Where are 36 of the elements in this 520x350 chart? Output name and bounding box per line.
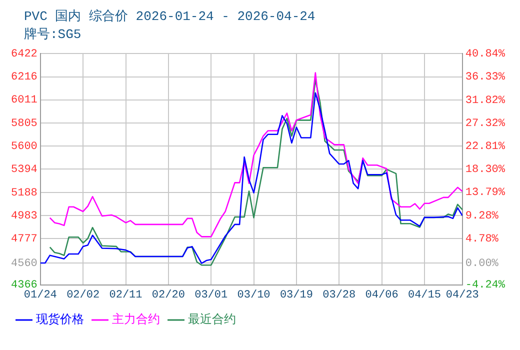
x-tick-label: 03/19 [280,289,313,302]
y2-tick-label: 22.81% [465,140,506,153]
y-tick-label: 4560 [11,258,38,270]
x-tick-label: 04/23 [446,289,479,302]
x-tick-label: 02/20 [152,289,185,302]
x-tick-label: 04/06 [365,289,398,302]
x-tick-label: 02/11 [109,289,143,302]
y-tick-label: 5188 [11,187,38,200]
y-tick-label: 6422 [11,48,38,61]
x-tick-label: 03/01 [194,289,228,302]
chart-title: PVC 国内 综合价 2026-01-24 - 2026-04-24 [23,8,316,26]
y2-tick-label: 36.33% [465,72,506,84]
y-tick-label: 5394 [11,164,38,176]
x-tick-label: 04/15 [408,289,441,302]
y2-tick-label: 31.82% [465,94,506,107]
y-tick-label: 4777 [11,233,38,246]
y2-tick-label: 40.84% [465,48,506,61]
y2-tick-label: 27.32% [465,118,506,130]
legend-label: 最近合约 [188,313,236,328]
legend-label: 现货价格 [36,313,84,328]
y-tick-label: 4983 [11,210,38,222]
y2-tick-label: 18.30% [465,164,506,176]
y-tick-label: 6216 [11,72,38,84]
legend-label: 主力合约 [112,312,160,328]
y2-tick-label: 4.78% [465,233,499,246]
x-tick-label: 02/02 [66,289,100,302]
x-tick-label: 03/28 [322,289,356,302]
x-tick-label: 03/10 [237,289,270,302]
y2-tick-label: 13.79% [465,187,506,200]
y-tick-label: 6011 [11,94,38,107]
y-tick-label: 5600 [11,140,38,153]
chart-subtitle: 牌号:SG5 [23,26,82,44]
y-tick-label: 5805 [11,118,38,130]
y2-tick-label: 0.00% [465,258,499,270]
x-tick-label: 01/24 [24,289,58,302]
y2-tick-label: 9.28% [465,210,499,222]
